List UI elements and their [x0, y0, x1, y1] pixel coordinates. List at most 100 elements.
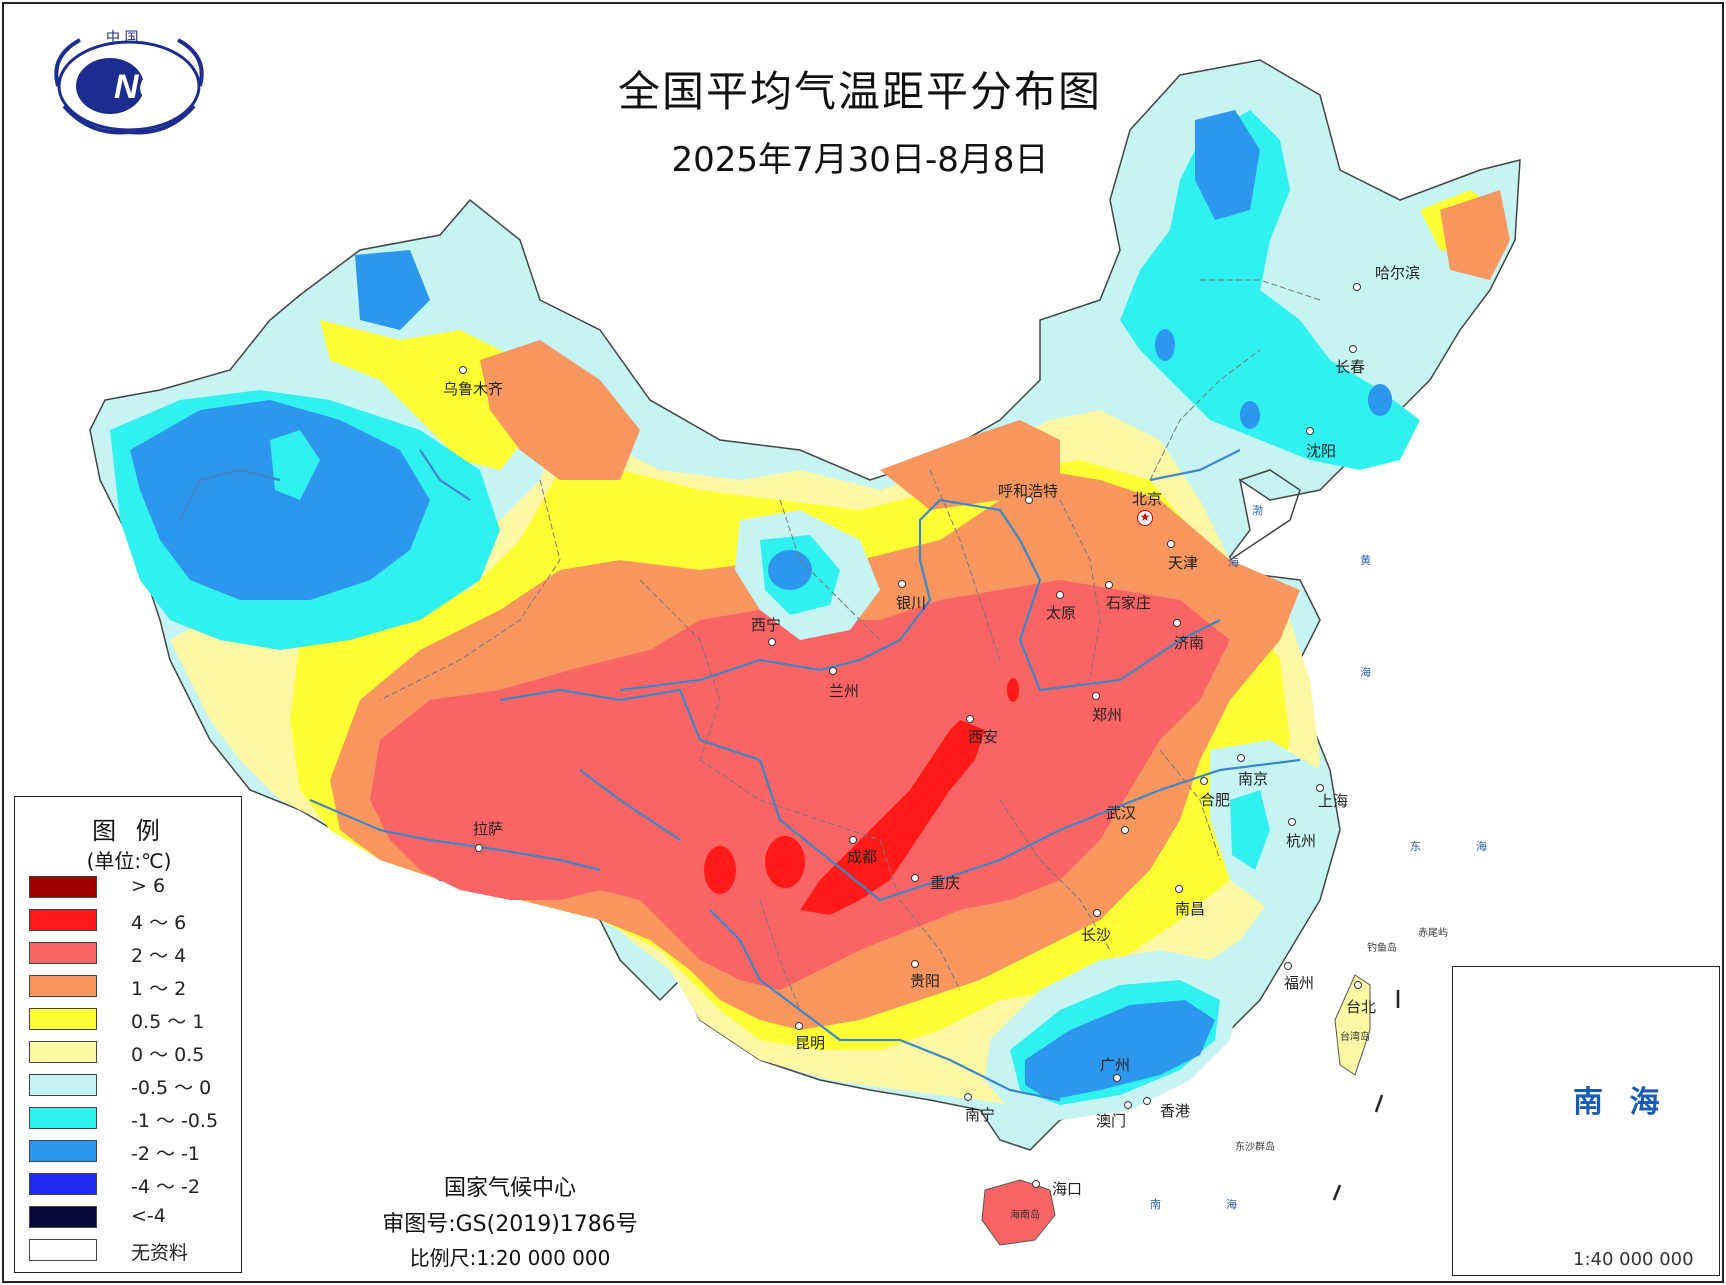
city-dot	[1124, 1101, 1132, 1109]
inset-title: 南 海	[1573, 1085, 1668, 1120]
legend-label: 4 ～ 6	[131, 912, 187, 934]
city-label-jinan: 济南	[1174, 634, 1205, 652]
city-label-haikou: 海口	[1052, 1180, 1083, 1198]
city-label-tianjin: 天津	[1168, 554, 1199, 572]
city-label-shenyang: 沈阳	[1306, 442, 1337, 460]
legend-label: -1 ～ -0.5	[131, 1110, 219, 1132]
legend-swatch	[29, 1008, 97, 1030]
city-dot	[911, 960, 919, 968]
legend-label: -4 ～ -2	[131, 1176, 200, 1198]
city-label-fuzhou: 福州	[1284, 974, 1315, 992]
city-label-nanchang: 南昌	[1175, 900, 1206, 918]
city-dot	[1175, 885, 1183, 893]
city-dot	[966, 715, 974, 723]
ne-cold	[1120, 110, 1420, 470]
legend-item: 0.5 ～ 1	[29, 1007, 239, 1033]
city-dot	[1167, 540, 1175, 548]
city-label-urumqi: 乌鲁木齐	[443, 380, 504, 398]
taiwan-island	[1334, 974, 1371, 1076]
legend-item: -4 ～ -2	[29, 1172, 239, 1198]
legend-label: -0.5 ～ 0	[131, 1077, 212, 1099]
sea-label: 海	[1476, 840, 1487, 853]
city-dot	[1093, 909, 1101, 917]
city-dot	[1237, 754, 1245, 762]
city-dot	[898, 580, 906, 588]
legend-item: 0 ～ 0.5	[29, 1040, 239, 1066]
map-subtitle: 2025年7月30日-8月8日	[671, 140, 1049, 180]
svg-text:NCC: NCC	[114, 68, 188, 106]
legend-item: 2 ～ 4	[29, 941, 239, 967]
sea-label: 渤	[1252, 504, 1263, 517]
legend-swatch	[29, 876, 97, 898]
city-label-shijiazhuang: 石家庄	[1106, 594, 1152, 612]
rivers	[179, 449, 1301, 1102]
maritime-dashes	[1332, 990, 1400, 1201]
south-china-sea-inset: 南 海 1:40 000 000	[1452, 966, 1720, 1276]
legend-swatch	[29, 1173, 97, 1195]
legend-swatch	[29, 975, 97, 997]
capital-star-icon: ★	[1137, 510, 1153, 526]
city-label-taipei: 台北	[1346, 998, 1377, 1016]
city-dot	[475, 844, 483, 852]
city-label-changchun: 长春	[1335, 358, 1366, 376]
city-label-hongkong: 香港	[1160, 1102, 1191, 1120]
city-label-nanjing: 南京	[1238, 770, 1269, 788]
sea-label: 海	[1360, 666, 1371, 679]
city-label-hefei: 合肥	[1200, 791, 1231, 809]
city-label-lhasa: 拉萨	[473, 820, 504, 838]
city-label-chongqing: 重庆	[930, 874, 961, 892]
legend-swatch	[29, 909, 97, 931]
city-dot	[1143, 1097, 1151, 1105]
city-dot	[1113, 1074, 1121, 1082]
city-label-yinchuan: 银川	[896, 594, 927, 612]
legend-item: 4 ～ 6	[29, 908, 239, 934]
city-dot	[1200, 777, 1208, 785]
label-hainan-island: 海南岛	[1010, 1210, 1040, 1221]
legend-swatch	[29, 1074, 97, 1096]
city-dot	[1316, 784, 1324, 792]
map-title: 全国平均气温距平分布图	[617, 67, 1102, 116]
city-dot	[459, 366, 467, 374]
credit-agency: 国家气候中心	[443, 1176, 576, 1201]
city-label-macau: 澳门	[1096, 1112, 1127, 1130]
legend-swatch	[29, 942, 97, 964]
legend-swatch	[29, 1206, 97, 1228]
inset-scale: 1:40 000 000	[1573, 1249, 1694, 1270]
city-label-wuhan: 武汉	[1106, 804, 1137, 822]
sea-label: 海	[1228, 556, 1239, 569]
city-label-guiyang: 贵阳	[910, 972, 941, 990]
city-dot	[829, 667, 837, 675]
legend-label: 无资料	[131, 1242, 189, 1264]
label-chiwei: 赤尾屿	[1418, 928, 1448, 939]
sea-label: 东	[1410, 840, 1421, 853]
city-dot	[1353, 283, 1361, 291]
city-label-nanning: 南宁	[965, 1106, 996, 1124]
city-dot	[768, 638, 776, 646]
legend-item: <-4	[29, 1205, 239, 1229]
legend-item: -0.5 ～ 0	[29, 1073, 239, 1099]
city-dot	[1056, 591, 1064, 599]
city-label-kunming: 昆明	[795, 1034, 826, 1052]
city-dot	[1349, 345, 1357, 353]
city-label-hangzhou: 杭州	[1286, 832, 1317, 850]
legend-item: 无资料	[29, 1238, 239, 1264]
svg-text:中 国: 中 国	[106, 30, 138, 46]
hainan-island	[981, 1179, 1056, 1246]
city-label-lanzhou: 兰州	[829, 682, 860, 700]
label-taiwan-island: 台湾岛	[1340, 1032, 1370, 1043]
legend-item: -2 ～ -1	[29, 1139, 239, 1165]
city-dot	[1288, 818, 1296, 826]
city-dot	[1032, 1180, 1040, 1188]
zone-4-6	[800, 720, 985, 915]
city-label-beijing: 北京	[1132, 490, 1163, 508]
credit-approval: 审图号:GS(2019)1786号	[382, 1212, 638, 1237]
province-borders	[379, 279, 1321, 1011]
legend-item: 1 ～ 2	[29, 974, 239, 1000]
city-dot	[1105, 581, 1113, 589]
city-label-chengdu: 成都	[847, 848, 878, 866]
credit-scale: 比例尺:1:20 000 000	[409, 1246, 611, 1270]
city-dot	[1092, 692, 1100, 700]
city-label-xining: 西宁	[751, 616, 782, 634]
